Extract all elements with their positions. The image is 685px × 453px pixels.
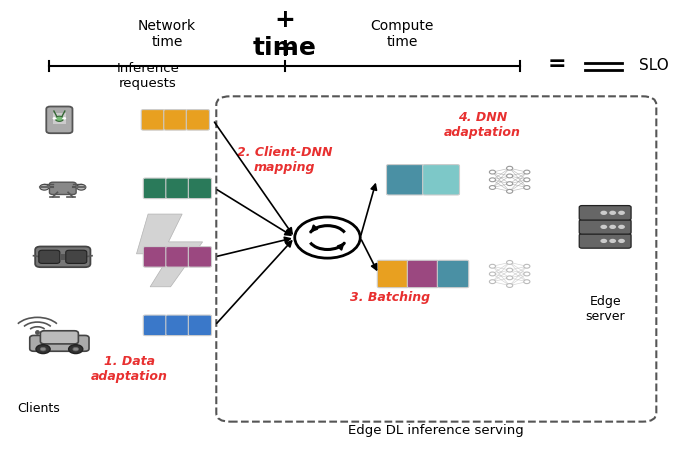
Circle shape bbox=[507, 284, 512, 288]
Circle shape bbox=[524, 272, 530, 276]
Text: 4. DNN
adaptation: 4. DNN adaptation bbox=[444, 111, 521, 139]
Circle shape bbox=[618, 239, 625, 243]
Circle shape bbox=[489, 186, 495, 189]
Circle shape bbox=[489, 272, 495, 276]
FancyBboxPatch shape bbox=[143, 315, 166, 336]
Circle shape bbox=[600, 225, 607, 229]
Circle shape bbox=[77, 184, 86, 190]
FancyBboxPatch shape bbox=[143, 178, 166, 198]
Polygon shape bbox=[136, 214, 203, 287]
FancyBboxPatch shape bbox=[143, 246, 166, 267]
FancyBboxPatch shape bbox=[35, 246, 90, 267]
FancyBboxPatch shape bbox=[39, 250, 60, 264]
Circle shape bbox=[507, 276, 512, 280]
FancyBboxPatch shape bbox=[188, 246, 212, 267]
Circle shape bbox=[40, 184, 49, 190]
Circle shape bbox=[489, 265, 495, 268]
Circle shape bbox=[507, 260, 512, 265]
Circle shape bbox=[295, 217, 360, 258]
FancyBboxPatch shape bbox=[216, 96, 656, 422]
FancyBboxPatch shape bbox=[166, 246, 189, 267]
FancyBboxPatch shape bbox=[437, 260, 469, 288]
Circle shape bbox=[68, 345, 83, 354]
Text: Clients: Clients bbox=[18, 402, 60, 415]
FancyBboxPatch shape bbox=[188, 315, 212, 336]
Bar bbox=[53, 113, 66, 125]
FancyBboxPatch shape bbox=[580, 206, 631, 220]
FancyBboxPatch shape bbox=[188, 178, 212, 198]
Circle shape bbox=[62, 117, 66, 120]
Circle shape bbox=[55, 116, 64, 121]
Circle shape bbox=[489, 170, 495, 174]
Circle shape bbox=[618, 211, 625, 215]
Circle shape bbox=[73, 347, 79, 351]
FancyBboxPatch shape bbox=[386, 164, 423, 195]
Circle shape bbox=[524, 280, 530, 284]
FancyBboxPatch shape bbox=[66, 250, 87, 264]
FancyBboxPatch shape bbox=[166, 178, 189, 198]
Circle shape bbox=[600, 211, 607, 215]
Text: +: + bbox=[274, 37, 295, 61]
Circle shape bbox=[507, 268, 512, 272]
Circle shape bbox=[489, 178, 495, 182]
Circle shape bbox=[524, 265, 530, 268]
Circle shape bbox=[524, 170, 530, 174]
Text: Edge DL inference serving: Edge DL inference serving bbox=[349, 424, 524, 437]
Text: 2. Client-DNN
mapping: 2. Client-DNN mapping bbox=[237, 145, 332, 173]
Circle shape bbox=[618, 225, 625, 229]
Text: 1. Data
adaptation: 1. Data adaptation bbox=[91, 355, 168, 383]
Circle shape bbox=[609, 239, 616, 243]
FancyBboxPatch shape bbox=[40, 331, 78, 344]
FancyBboxPatch shape bbox=[141, 110, 164, 130]
Circle shape bbox=[507, 189, 512, 193]
Circle shape bbox=[600, 239, 607, 243]
Circle shape bbox=[524, 186, 530, 189]
Text: SLO: SLO bbox=[639, 58, 669, 73]
FancyBboxPatch shape bbox=[49, 182, 76, 194]
FancyBboxPatch shape bbox=[166, 315, 189, 336]
Text: +
time: + time bbox=[253, 8, 316, 60]
FancyBboxPatch shape bbox=[186, 110, 210, 130]
Text: Inference
requests: Inference requests bbox=[116, 62, 179, 90]
Text: =: = bbox=[548, 54, 566, 74]
FancyBboxPatch shape bbox=[47, 106, 73, 133]
Circle shape bbox=[507, 174, 512, 178]
Bar bbox=[61, 254, 64, 260]
FancyBboxPatch shape bbox=[408, 260, 438, 288]
Circle shape bbox=[507, 166, 512, 170]
Circle shape bbox=[524, 178, 530, 182]
Text: 3. Batching: 3. Batching bbox=[350, 291, 430, 304]
Circle shape bbox=[36, 345, 50, 354]
FancyBboxPatch shape bbox=[423, 164, 460, 195]
FancyBboxPatch shape bbox=[164, 110, 187, 130]
Text: Edge
server: Edge server bbox=[586, 295, 625, 323]
Circle shape bbox=[40, 347, 46, 351]
FancyBboxPatch shape bbox=[377, 260, 409, 288]
FancyBboxPatch shape bbox=[29, 335, 89, 351]
Circle shape bbox=[609, 225, 616, 229]
Text: Network
time: Network time bbox=[138, 19, 196, 49]
Circle shape bbox=[507, 182, 512, 186]
Circle shape bbox=[609, 211, 616, 215]
FancyBboxPatch shape bbox=[580, 220, 631, 234]
Text: Compute
time: Compute time bbox=[371, 19, 434, 49]
Circle shape bbox=[53, 117, 57, 120]
Circle shape bbox=[489, 280, 495, 284]
FancyBboxPatch shape bbox=[580, 234, 631, 248]
